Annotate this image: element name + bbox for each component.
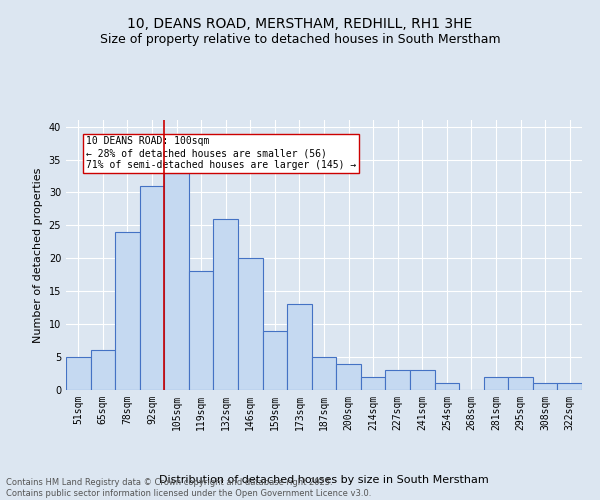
Bar [312,357,336,390]
Text: 10 DEANS ROAD: 100sqm
← 28% of detached houses are smaller (56)
71% of semi-deta: 10 DEANS ROAD: 100sqm ← 28% of detached … [86,136,356,170]
Bar [508,377,533,390]
Bar [385,370,410,390]
Bar [263,330,287,390]
Bar [410,370,434,390]
Bar [557,384,582,390]
Bar [287,304,312,390]
Bar [164,172,189,390]
Bar [361,377,385,390]
Bar [66,357,91,390]
Bar [434,384,459,390]
Bar [91,350,115,390]
Bar [484,377,508,390]
Text: Size of property relative to detached houses in South Merstham: Size of property relative to detached ho… [100,32,500,46]
Bar [238,258,263,390]
Y-axis label: Number of detached properties: Number of detached properties [33,168,43,342]
Text: Contains HM Land Registry data © Crown copyright and database right 2025.
Contai: Contains HM Land Registry data © Crown c… [6,478,371,498]
Bar [140,186,164,390]
Bar [533,384,557,390]
Bar [115,232,140,390]
Bar [189,272,214,390]
Text: 10, DEANS ROAD, MERSTHAM, REDHILL, RH1 3HE: 10, DEANS ROAD, MERSTHAM, REDHILL, RH1 3… [127,18,473,32]
Bar [214,219,238,390]
X-axis label: Distribution of detached houses by size in South Merstham: Distribution of detached houses by size … [159,474,489,484]
Bar [336,364,361,390]
